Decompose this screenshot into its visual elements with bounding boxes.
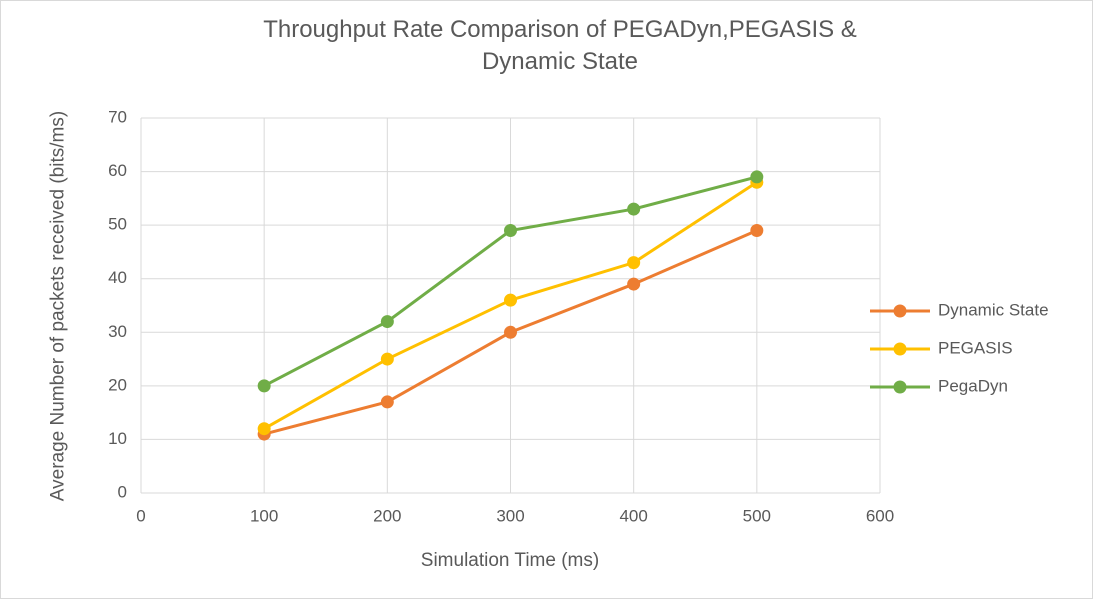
x-tick-label: 400 (619, 506, 647, 525)
y-tick-label: 10 (108, 429, 127, 448)
y-axis-label: Average Number of packets received (bits… (47, 110, 69, 502)
x-tick-label: 600 (866, 506, 894, 525)
y-tick-label: 0 (118, 482, 127, 501)
data-point (257, 422, 271, 436)
data-point (627, 256, 641, 270)
data-point (750, 170, 764, 184)
data-point (380, 315, 394, 329)
data-point (627, 277, 641, 291)
x-tick-label: 100 (250, 506, 278, 525)
x-tick-label: 300 (496, 506, 524, 525)
y-tick-label: 50 (108, 215, 127, 234)
data-point (504, 293, 517, 307)
data-point (750, 224, 764, 237)
y-tick-label: 60 (108, 161, 127, 180)
legend-label: PEGASIS (938, 338, 1013, 357)
data-point (380, 395, 394, 409)
data-point (380, 352, 394, 366)
legend-label: Dynamic State (938, 300, 1049, 319)
y-tick-label: 70 (108, 107, 127, 126)
y-tick-label: 40 (108, 268, 127, 287)
y-tick-label: 30 (108, 322, 127, 341)
y-tick-label: 20 (108, 375, 127, 394)
data-point (504, 325, 517, 339)
x-axis-label: Simulation Time (ms) (421, 550, 599, 571)
data-point (627, 202, 641, 216)
legend-marker (893, 304, 907, 318)
x-tick-label: 0 (136, 506, 145, 525)
x-tick-label: 500 (743, 506, 771, 525)
legend-label: PegaDyn (938, 376, 1008, 395)
legend-marker (893, 342, 907, 356)
x-tick-label: 200 (373, 506, 401, 525)
chart-title: Throughput Rate Comparison of PEGADyn,PE… (263, 16, 857, 75)
data-point (504, 224, 517, 237)
legend-marker (893, 380, 907, 394)
data-point (257, 379, 271, 393)
